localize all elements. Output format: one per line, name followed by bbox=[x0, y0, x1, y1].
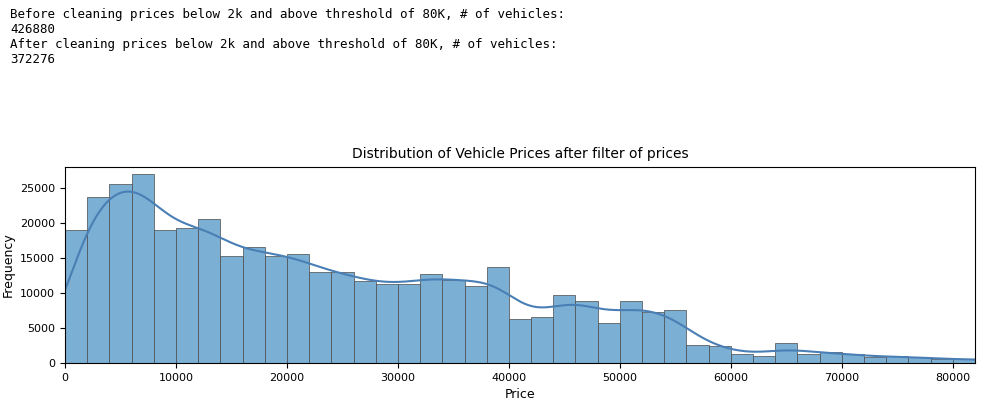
Bar bbox=[598, 323, 620, 363]
Bar bbox=[886, 357, 908, 363]
Bar bbox=[87, 197, 109, 363]
Bar bbox=[309, 272, 331, 363]
X-axis label: Price: Price bbox=[505, 388, 535, 401]
Bar bbox=[820, 352, 842, 363]
Bar bbox=[775, 343, 797, 363]
Bar bbox=[354, 281, 376, 363]
Text: Before cleaning prices below 2k and above threshold of 80K, # of vehicles:
42688: Before cleaning prices below 2k and abov… bbox=[10, 8, 565, 66]
Bar bbox=[109, 183, 132, 363]
Bar bbox=[154, 230, 176, 363]
Bar bbox=[465, 286, 487, 363]
Bar bbox=[753, 356, 775, 363]
Bar bbox=[842, 354, 864, 363]
Bar bbox=[797, 354, 820, 363]
Title: Distribution of Vehicle Prices after filter of prices: Distribution of Vehicle Prices after fil… bbox=[352, 148, 688, 161]
Bar bbox=[931, 359, 953, 363]
Bar bbox=[398, 284, 420, 363]
Bar bbox=[864, 357, 886, 363]
Bar bbox=[198, 219, 220, 363]
Bar bbox=[509, 319, 531, 363]
Bar bbox=[176, 228, 198, 363]
Bar bbox=[287, 254, 309, 363]
Bar bbox=[620, 301, 642, 363]
Bar bbox=[642, 312, 664, 363]
Bar bbox=[376, 284, 398, 363]
Bar bbox=[531, 317, 553, 363]
Y-axis label: Frequency: Frequency bbox=[2, 232, 15, 297]
Bar bbox=[686, 344, 709, 363]
Bar bbox=[132, 174, 154, 363]
Bar bbox=[420, 274, 442, 363]
Bar bbox=[442, 280, 465, 363]
Bar bbox=[65, 230, 87, 363]
Bar bbox=[664, 310, 686, 363]
Bar bbox=[243, 247, 265, 363]
Bar bbox=[553, 295, 575, 363]
Bar bbox=[908, 357, 931, 363]
Bar bbox=[575, 301, 598, 363]
Bar bbox=[487, 267, 509, 363]
Bar bbox=[997, 362, 1000, 363]
Bar bbox=[953, 359, 975, 363]
Bar bbox=[331, 272, 354, 363]
Bar bbox=[709, 346, 731, 363]
Bar bbox=[975, 359, 997, 363]
Bar bbox=[731, 354, 753, 363]
Bar bbox=[220, 256, 243, 363]
Bar bbox=[265, 256, 287, 363]
